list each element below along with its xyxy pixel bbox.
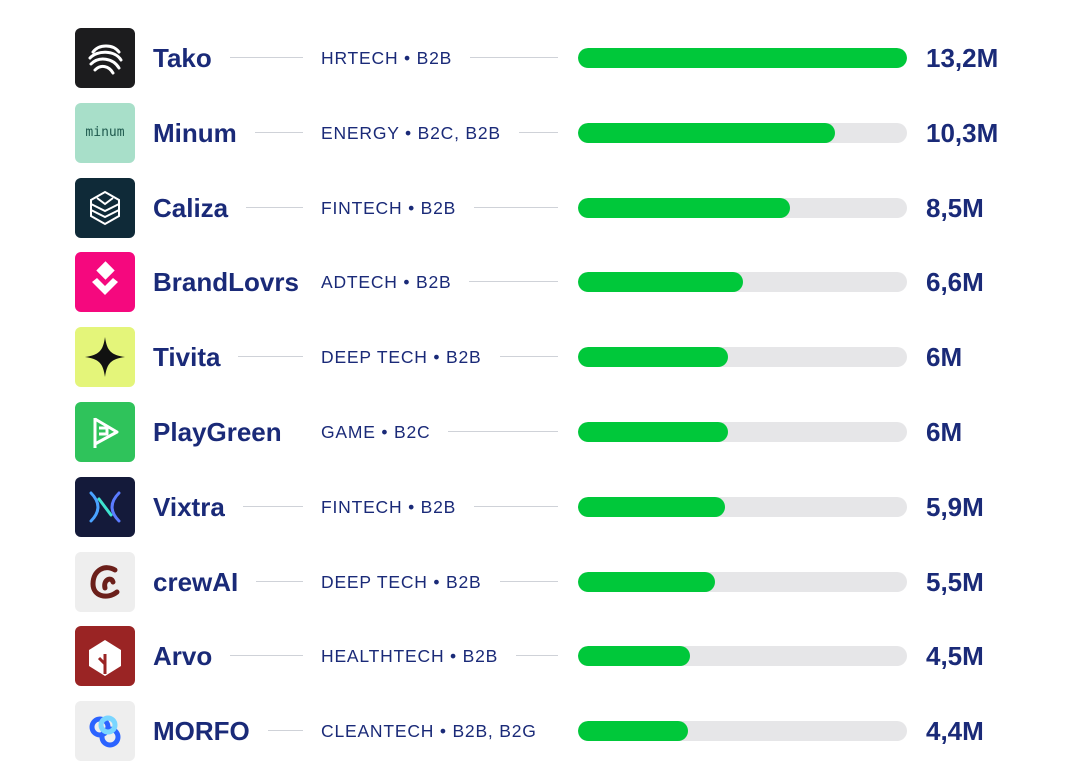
connector-line-right: [469, 281, 558, 283]
minum-logo-text: minum: [85, 125, 125, 141]
company-category: HRTECH • B2B: [321, 48, 453, 68]
bar-vixtra: [578, 496, 725, 517]
company-category: FINTECH • B2B: [321, 197, 457, 218]
arvo-tree-icon: [75, 626, 135, 687]
company-name: BrandLovrs: [153, 267, 299, 298]
data-label: 5,5M: [926, 566, 984, 597]
bar-playgreen: [578, 422, 728, 442]
chart-row: BrandLovrs ADTECH • B2B 6,6M: [0, 252, 1081, 313]
connector-line-left: [246, 206, 303, 208]
data-label: 6M: [926, 417, 963, 447]
crewai-swirl-icon: [75, 551, 135, 612]
data-label: 4,4M: [926, 716, 984, 747]
bar-caliza: [578, 197, 790, 218]
company-category: ADTECH • B2B: [321, 272, 452, 293]
connector-line-right: [448, 431, 558, 432]
bar-track: [578, 422, 907, 442]
bar-track: [578, 197, 907, 218]
connector-line-right: [500, 356, 558, 358]
bar-minum: [578, 122, 835, 143]
bar-track: [578, 571, 907, 592]
company-name: Tako: [153, 43, 212, 73]
connector-line-right: [474, 505, 558, 507]
chart-row: minum Minum ENERGY • B2C, B2B 10,3M: [0, 102, 1081, 163]
company-category: HEALTHTECH • B2B: [321, 646, 499, 667]
company-category: DEEP TECH • B2B: [321, 571, 482, 592]
data-label: 4,5M: [926, 641, 984, 672]
caliza-hexagon-icon: [75, 177, 135, 238]
bar-crewai: [578, 571, 715, 592]
playgreen-flag-icon: [75, 402, 135, 462]
company-name: Vixtra: [153, 491, 225, 522]
connector-line-left: [230, 655, 303, 657]
vixtra-x-icon: [75, 476, 135, 537]
data-label: 6,6M: [926, 267, 984, 298]
bar-brandlovrs: [578, 272, 743, 293]
connector-line-right: [474, 206, 558, 208]
chart-row: Caliza FINTECH • B2B 8,5M: [0, 177, 1081, 238]
company-category: CLEANTECH • B2B, B2G: [321, 721, 537, 742]
morfo-circles-icon: [75, 701, 135, 762]
connector-line-right: [519, 131, 558, 133]
company-name: Caliza: [153, 192, 229, 223]
data-label: 5,9M: [926, 491, 984, 522]
bar-tivita: [578, 347, 728, 368]
data-label: 10,3M: [926, 117, 999, 148]
data-label: 13,2M: [926, 43, 999, 73]
connector-line-left: [254, 131, 303, 133]
data-label: 8,5M: [926, 192, 984, 223]
bar-morfo: [578, 721, 688, 742]
company-name: PlayGreen: [153, 417, 282, 447]
chart-row: MORFO CLEANTECH • B2B, B2G 4,4M: [0, 701, 1081, 762]
company-name: Minum: [153, 117, 237, 148]
company-category: FINTECH • B2B: [321, 496, 457, 517]
company-name: MORFO: [153, 716, 250, 747]
bar-track: [578, 272, 907, 293]
connector-line-left: [238, 356, 303, 358]
chart-row: Arvo HEALTHTECH • B2B 4,5M: [0, 626, 1081, 687]
company-name: crewAI: [153, 566, 239, 597]
chart-row: Tako HRTECH • B2B 13,2M: [0, 28, 1081, 88]
tivita-star-icon: [75, 327, 135, 388]
brandlovrs-diamond-icon: [75, 252, 135, 313]
bar-tako: [578, 48, 907, 68]
connector-line-left: [256, 580, 303, 582]
connector-line-left: [229, 57, 303, 58]
chart-row: crewAI DEEP TECH • B2B 5,5M: [0, 551, 1081, 612]
connector-line-left: [242, 505, 303, 507]
bar-track: [578, 496, 907, 517]
company-name: Arvo: [153, 641, 213, 672]
connector-line-left: [267, 730, 303, 732]
bar-track: [578, 721, 907, 742]
company-category: DEEP TECH • B2B: [321, 347, 482, 368]
bar-track: [578, 347, 907, 368]
chart-row: Tivita DEEP TECH • B2B 6M: [0, 327, 1081, 388]
bar-arvo: [578, 646, 690, 667]
connector-line-right: [500, 580, 558, 582]
chart-row: Vixtra FINTECH • B2B 5,9M: [0, 476, 1081, 537]
bar-track: [578, 48, 907, 68]
data-label: 6M: [926, 342, 963, 373]
company-category: GAME • B2C: [321, 422, 431, 442]
connector-line-right: [470, 57, 558, 58]
company-name: Tivita: [153, 342, 221, 373]
minum-wordmark-icon: minum: [75, 102, 135, 163]
tako-wave-icon: [75, 28, 135, 88]
bar-track: [578, 646, 907, 667]
connector-line-right: [516, 655, 558, 657]
company-category: ENERGY • B2C, B2B: [321, 122, 501, 143]
chart-row: PlayGreen GAME • B2C 6M: [0, 402, 1081, 462]
bar-track: [578, 122, 907, 143]
